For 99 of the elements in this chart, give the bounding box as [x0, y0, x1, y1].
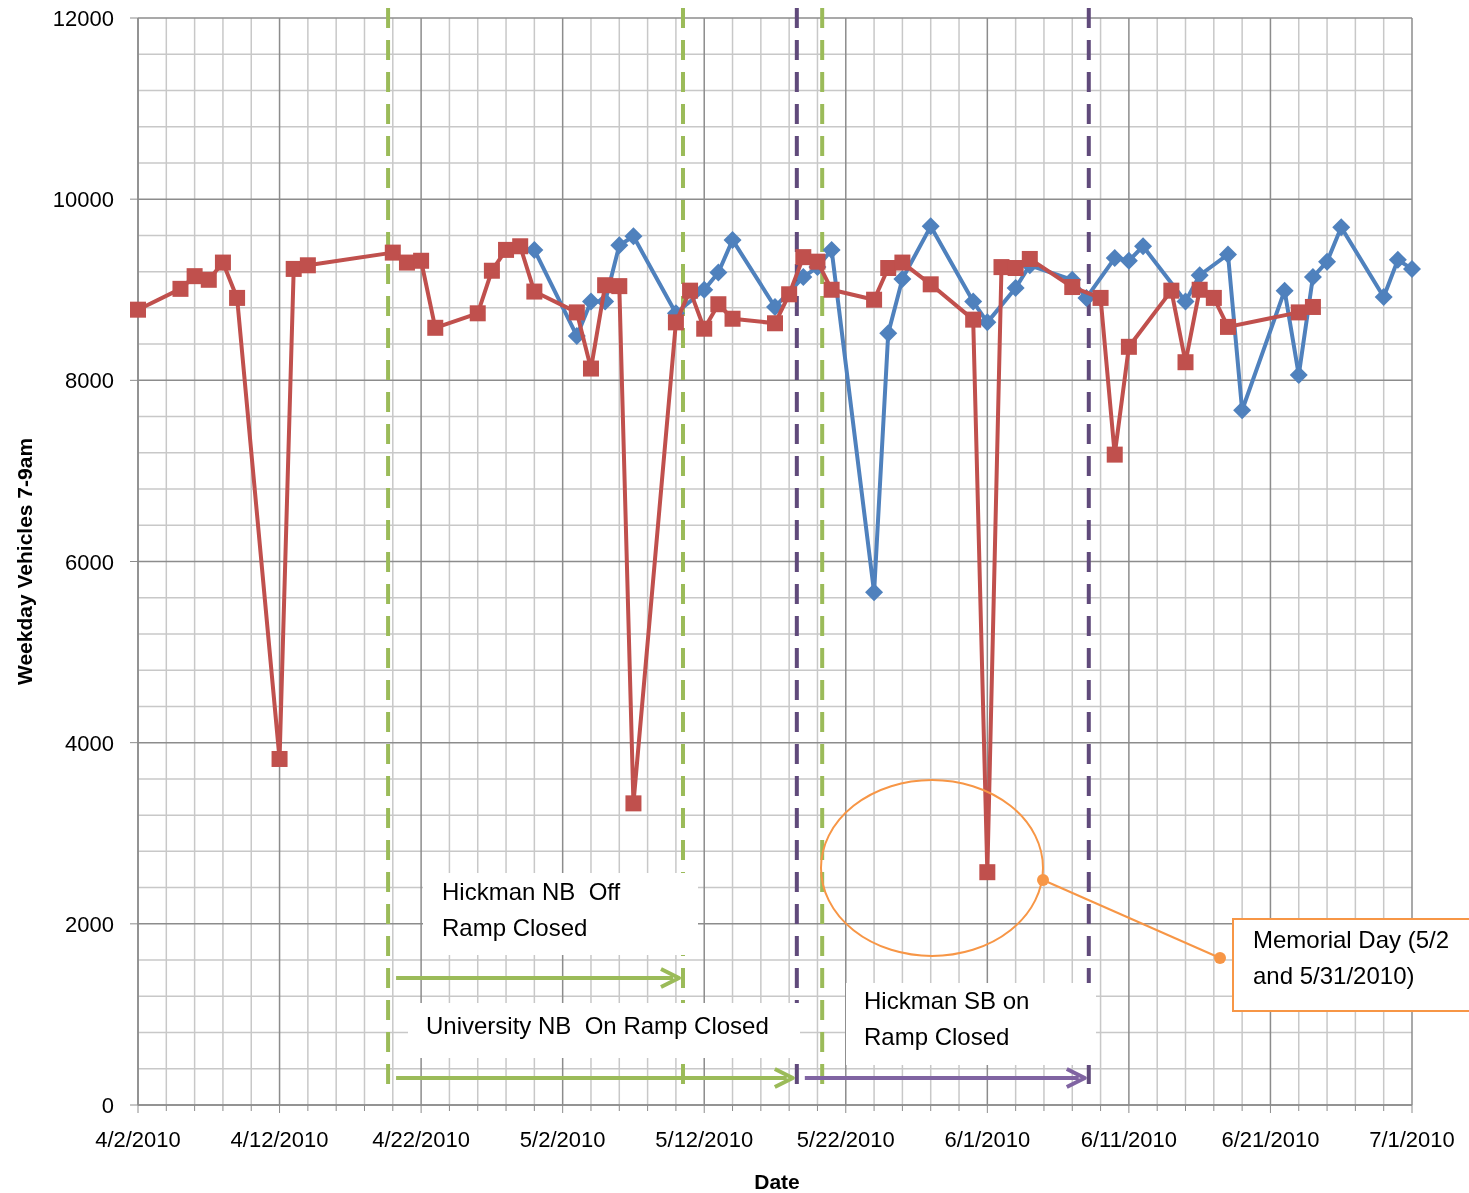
point	[1388, 250, 1407, 269]
point	[1105, 249, 1124, 268]
x-tick-label: 4/22/2010	[372, 1127, 471, 1152]
x-tick-label: 4/2/2010	[95, 1127, 181, 1152]
x-tick-label: 6/21/2010	[1221, 1127, 1320, 1152]
point	[299, 257, 316, 274]
point	[611, 278, 628, 295]
y-tick-label: 2000	[65, 911, 114, 937]
point	[1290, 304, 1307, 321]
point	[1318, 252, 1337, 271]
point	[1163, 282, 1180, 299]
y-axis-title: Weekday Vehicles 7-9am	[13, 437, 36, 686]
annotation: Hickman NB Off Ramp Closed	[442, 878, 621, 941]
point	[186, 268, 203, 285]
point	[271, 750, 288, 767]
y-tick-label: 8000	[65, 368, 114, 394]
point	[200, 271, 217, 288]
y-tick-label: 4000	[65, 730, 114, 756]
point	[979, 864, 996, 881]
point	[1219, 318, 1236, 335]
annotation: University NB On Ramp Closed	[426, 1012, 769, 1039]
point	[1021, 250, 1038, 267]
point	[894, 254, 911, 271]
point	[1006, 278, 1025, 297]
x-tick-label: 5/22/2010	[796, 1127, 895, 1152]
point	[582, 360, 599, 377]
point	[1403, 259, 1421, 278]
point	[469, 305, 486, 322]
point	[723, 230, 742, 249]
point	[781, 286, 798, 303]
point	[1191, 281, 1208, 298]
point	[710, 296, 727, 313]
point	[1106, 446, 1123, 463]
annotation: Hickman SB on Ramp Closed	[864, 987, 1030, 1050]
point	[625, 795, 642, 812]
point	[1218, 245, 1237, 264]
point	[795, 249, 812, 266]
x-tick-label: 6/1/2010	[944, 1127, 1031, 1152]
point	[483, 262, 500, 279]
point	[568, 304, 585, 321]
point	[993, 259, 1010, 276]
point	[1177, 354, 1194, 371]
point	[1134, 237, 1153, 256]
point	[880, 260, 897, 277]
point	[865, 583, 884, 602]
point	[822, 240, 841, 259]
point	[1120, 338, 1137, 355]
point	[1205, 289, 1222, 306]
point	[809, 253, 826, 270]
point	[229, 289, 246, 306]
point	[610, 236, 629, 255]
point	[581, 292, 600, 311]
point	[1064, 279, 1081, 296]
point	[965, 311, 982, 328]
point	[1303, 268, 1322, 287]
point	[1332, 218, 1351, 237]
point	[624, 227, 643, 246]
point	[667, 314, 684, 331]
point	[1119, 251, 1138, 270]
point	[130, 301, 146, 318]
point	[724, 310, 741, 327]
point	[285, 260, 302, 277]
point	[214, 254, 231, 271]
point	[384, 244, 401, 261]
point	[498, 241, 515, 258]
point	[526, 283, 543, 300]
x-axis-title: Date	[754, 1170, 800, 1193]
annotation: Memorial Day (5/2 and 5/31/2010)	[1253, 926, 1450, 989]
point	[866, 291, 883, 308]
point	[921, 217, 940, 236]
point	[964, 292, 983, 311]
point	[1304, 298, 1321, 315]
point	[1007, 260, 1024, 277]
point	[893, 269, 912, 288]
point	[1092, 289, 1109, 306]
point	[767, 315, 783, 332]
x-tick-label: 6/11/2010	[1080, 1127, 1178, 1152]
y-tick-label: 6000	[65, 549, 114, 575]
point	[823, 281, 840, 298]
x-tick-label: 4/12/2010	[230, 1127, 329, 1152]
y-tick-label: 12000	[52, 6, 114, 31]
point	[172, 280, 189, 297]
x-tick-label: 7/1/2010	[1369, 1127, 1455, 1152]
x-tick-label: 5/2/2010	[519, 1127, 606, 1152]
point	[1233, 401, 1252, 420]
point	[879, 324, 898, 343]
y-tick-label: 10000	[52, 187, 114, 213]
point	[1374, 288, 1393, 306]
point	[512, 238, 529, 255]
x-tick-label: 5/12/2010	[655, 1127, 754, 1152]
point	[709, 263, 728, 282]
point	[696, 320, 713, 337]
point	[413, 252, 430, 269]
point	[922, 276, 939, 293]
point	[427, 319, 444, 336]
point	[766, 297, 784, 316]
y-tick-label: 0	[101, 1093, 114, 1118]
point	[1176, 292, 1195, 311]
point	[682, 282, 699, 299]
